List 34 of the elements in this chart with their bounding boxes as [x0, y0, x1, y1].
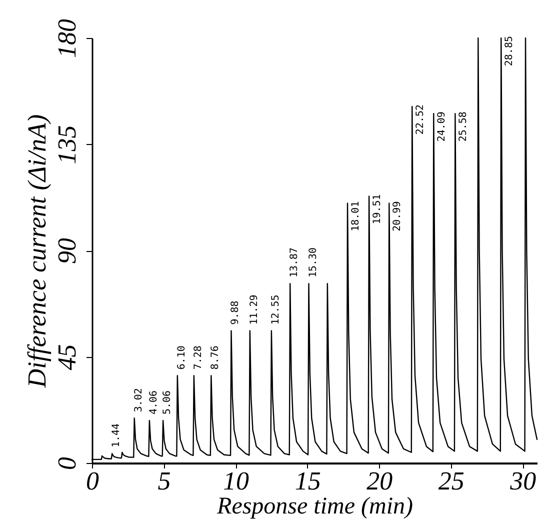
annotation: 20.99 [392, 201, 404, 232]
annotation: 11.29 [248, 294, 260, 325]
annotation: 8.76 [210, 346, 222, 370]
annotation: 18.01 [350, 201, 362, 232]
y-tick-label: 0 [52, 457, 82, 470]
x-tick-label: 5 [158, 466, 171, 496]
annotation: 25.58 [458, 112, 470, 142]
annotation: 13.87 [289, 247, 300, 278]
x-tick-label: 30 [509, 466, 536, 496]
x-tick-label: 25 [438, 466, 464, 496]
y-tick-label: 135 [52, 125, 82, 164]
annotation: 6.10 [176, 346, 188, 370]
annotation: 5.06 [162, 390, 174, 414]
annotation: 1.44 [111, 423, 122, 448]
annotation: 12.55 [270, 294, 282, 325]
annotation: 9.88 [230, 300, 242, 325]
y-axis-title: Difference current (Δi/nA) [22, 114, 52, 389]
x-axis-title: Response time (min) [216, 494, 413, 520]
x-tick-label: 15 [294, 466, 321, 496]
y-tick-label: 90 [52, 238, 82, 264]
annotation: 22.52 [415, 104, 426, 135]
annotation: 7.28 [192, 346, 204, 370]
x-tick-label: 20 [366, 466, 393, 496]
line-series [91, 37, 538, 460]
x-tick-label: 10 [223, 466, 250, 496]
annotation: 3.02 [133, 388, 144, 412]
y-tick-label: 45 [52, 344, 82, 370]
annotation: 15.30 [308, 247, 319, 278]
annotation: 19.51 [372, 194, 384, 224]
x-tick-label: 0 [86, 466, 99, 496]
annotation: 4.06 [148, 390, 160, 414]
y-tick-label: 180 [52, 19, 82, 58]
annotation: 24.09 [436, 112, 448, 142]
annotation: 28.85 [504, 36, 516, 66]
